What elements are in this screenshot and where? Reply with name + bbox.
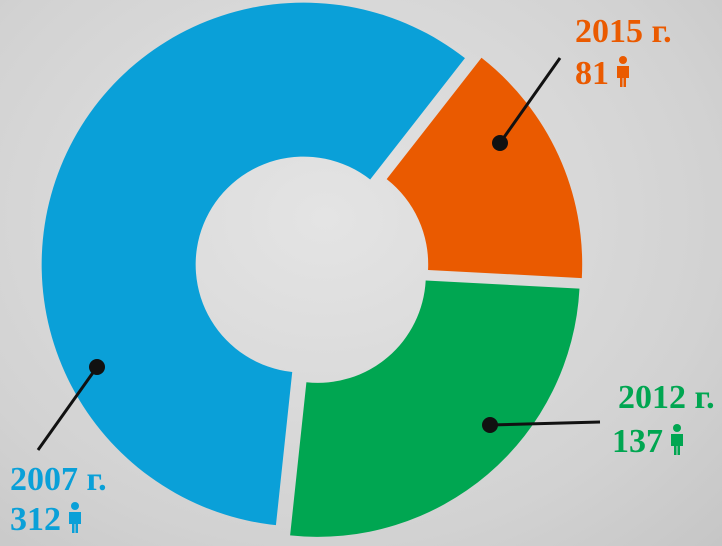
- icon-head: [673, 424, 681, 432]
- person-icon: [671, 424, 683, 455]
- category-label: 2015 г.: [575, 13, 672, 50]
- value-label: 312: [10, 501, 61, 538]
- leader-line: [498, 57, 562, 144]
- leader-line: [36, 366, 99, 451]
- icon-body: [69, 512, 81, 533]
- icon-body: [671, 434, 683, 455]
- icon-body: [617, 66, 629, 87]
- icon-head: [619, 56, 627, 64]
- value-label: 137: [612, 423, 663, 460]
- donut-segment: [290, 280, 580, 537]
- icon-head: [71, 502, 79, 510]
- person-icon: [69, 502, 81, 533]
- donut-segment: [41, 2, 465, 526]
- value-label: 81: [575, 55, 609, 92]
- leader-line: [489, 420, 601, 427]
- person-icon: [617, 56, 629, 87]
- category-label: 2007 г.: [10, 461, 107, 498]
- donut-segment: [386, 57, 583, 279]
- category-label: 2012 г.: [618, 379, 715, 416]
- leader-dot: [482, 417, 498, 433]
- leader-dot: [492, 135, 508, 151]
- leader-dot: [89, 359, 105, 375]
